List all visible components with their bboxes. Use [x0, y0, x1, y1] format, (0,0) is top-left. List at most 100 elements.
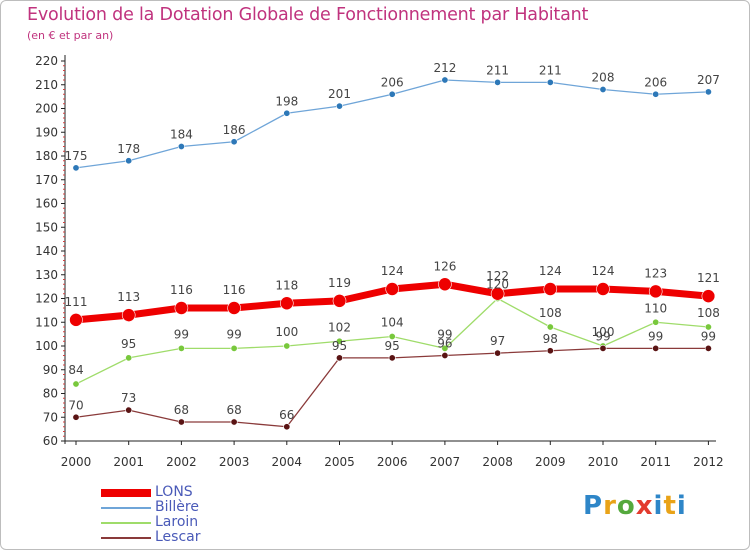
- legend-label: Lescar: [155, 529, 201, 545]
- data-point-lescar: [599, 344, 607, 352]
- data-label-bill-re: 211: [486, 63, 509, 77]
- x-tick-label: 2012: [693, 455, 724, 469]
- data-label-lons: 119: [328, 276, 351, 290]
- data-label-bill-re: 184: [170, 128, 193, 142]
- data-point-lescar: [177, 418, 185, 426]
- data-label-lons: 113: [117, 290, 140, 304]
- legend-swatch: [101, 537, 151, 539]
- legend-swatch: [101, 489, 151, 497]
- data-label-bill-re: 206: [381, 75, 404, 89]
- data-point-lons: [227, 301, 241, 315]
- data-point-bill-re: [546, 78, 554, 86]
- data-point-lescar: [388, 354, 396, 362]
- y-tick-label: 70: [43, 410, 58, 424]
- y-tick-label: 150: [35, 220, 58, 234]
- data-point-laroin: [335, 337, 343, 345]
- data-label-bill-re: 201: [328, 87, 351, 101]
- data-point-lons: [174, 301, 189, 315]
- data-label-lescar: 68: [226, 403, 241, 417]
- data-point-bill-re: [494, 78, 502, 86]
- data-label-lons: 123: [644, 266, 667, 280]
- y-tick-label: 120: [35, 292, 58, 306]
- data-label-laroin: 102: [328, 320, 351, 334]
- x-tick-label: 2002: [166, 455, 197, 469]
- x-tick-label: 2000: [61, 455, 92, 469]
- data-point-bill-re: [177, 143, 185, 151]
- data-label-laroin: 108: [697, 306, 720, 320]
- data-point-laroin: [125, 354, 133, 362]
- x-tick-label: 2011: [640, 455, 671, 469]
- data-label-lescar: 98: [543, 332, 558, 346]
- data-point-lons: [69, 313, 83, 327]
- data-point-lescar: [652, 344, 660, 352]
- data-label-lons: 121: [697, 271, 720, 285]
- data-point-lescar: [494, 349, 502, 357]
- y-tick-label: 60: [43, 434, 58, 448]
- y-tick-label: 130: [35, 268, 58, 282]
- logo-letter: x: [635, 491, 654, 521]
- data-label-bill-re: 198: [275, 94, 298, 108]
- data-label-lescar: 97: [490, 334, 505, 348]
- data-point-lons: [490, 286, 505, 301]
- y-tick-label: 90: [43, 363, 58, 377]
- data-point-lons: [701, 289, 716, 303]
- logo-letter: i: [653, 491, 664, 521]
- y-tick-label: 190: [35, 125, 58, 139]
- data-point-lescar: [704, 344, 712, 352]
- y-tick-label: 210: [35, 78, 58, 92]
- data-point-bill-re: [652, 90, 660, 98]
- proxiti-logo: Proxiti: [583, 491, 687, 521]
- data-label-lons: 124: [592, 264, 615, 278]
- data-point-lons: [121, 308, 136, 322]
- data-point-lescar: [230, 418, 238, 426]
- data-label-bill-re: 208: [592, 71, 615, 85]
- data-point-lescar: [441, 351, 449, 359]
- data-label-lons: 124: [381, 264, 404, 278]
- data-point-bill-re: [388, 90, 396, 98]
- data-point-lons: [596, 282, 610, 296]
- legend-swatch: [101, 507, 151, 509]
- data-point-laroin: [177, 344, 185, 352]
- data-point-bill-re: [704, 88, 712, 96]
- data-label-lons: 126: [433, 259, 456, 273]
- data-label-bill-re: 212: [433, 61, 456, 75]
- data-point-bill-re: [72, 164, 80, 172]
- data-label-lescar: 95: [332, 339, 347, 353]
- data-point-lescar: [72, 413, 80, 421]
- y-tick-label: 110: [35, 315, 58, 329]
- logo-letter: i: [676, 491, 687, 521]
- data-label-lescar: 99: [648, 329, 663, 343]
- data-point-lescar: [125, 406, 133, 414]
- x-tick-label: 2010: [588, 455, 619, 469]
- legend-label: LONS: [155, 484, 193, 500]
- data-label-laroin: 95: [121, 337, 136, 351]
- data-label-lons: 122: [486, 269, 509, 283]
- data-label-lescar: 95: [385, 339, 400, 353]
- data-label-lescar: 66: [279, 408, 294, 422]
- data-point-bill-re: [125, 157, 133, 165]
- data-label-lescar: 70: [68, 398, 83, 412]
- data-point-bill-re: [230, 138, 238, 146]
- data-point-lons: [332, 294, 347, 308]
- y-tick-label: 140: [35, 244, 58, 258]
- data-label-lons: 116: [170, 283, 193, 297]
- data-point-laroin: [652, 318, 660, 326]
- y-tick-label: 180: [35, 149, 58, 163]
- data-point-laroin: [546, 323, 554, 331]
- data-point-laroin: [441, 344, 449, 352]
- x-tick-label: 2009: [535, 455, 566, 469]
- data-label-bill-re: 186: [223, 123, 246, 137]
- y-tick-label: 80: [43, 387, 58, 401]
- data-label-bill-re: 178: [117, 142, 140, 156]
- data-point-lescar: [335, 354, 343, 362]
- data-point-laroin: [283, 342, 291, 350]
- data-label-lescar: 96: [437, 337, 452, 351]
- data-point-laroin: [230, 344, 238, 352]
- data-label-lons: 124: [539, 264, 562, 278]
- data-label-laroin: 100: [592, 325, 615, 339]
- data-label-bill-re: 206: [644, 75, 667, 89]
- logo-letter: t: [663, 491, 677, 521]
- y-tick-label: 220: [35, 54, 58, 68]
